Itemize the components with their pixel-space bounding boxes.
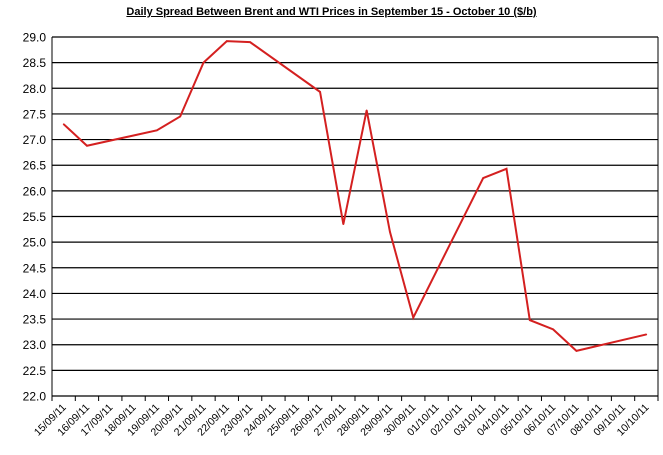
data-point <box>156 129 158 132</box>
y-tick-label: 23.0 <box>23 338 47 352</box>
data-point <box>482 177 484 179</box>
y-tick-label: 24.0 <box>23 287 47 301</box>
data-point <box>552 328 554 331</box>
data-point <box>529 319 531 321</box>
y-tick-label: 26.0 <box>23 184 47 198</box>
y-tick-label: 26.5 <box>23 159 47 173</box>
y-tick-label: 27.0 <box>23 133 47 147</box>
series-line <box>62 40 647 352</box>
data-point <box>645 333 648 336</box>
y-tick-label: 29.0 <box>23 31 47 45</box>
data-point <box>342 223 345 225</box>
data-point <box>389 231 391 233</box>
data-point <box>412 316 415 319</box>
y-tick-label: 22.5 <box>23 364 47 378</box>
y-tick-label: 23.5 <box>23 313 47 327</box>
data-point <box>202 61 205 64</box>
data-point <box>505 168 508 170</box>
y-tick-label: 24.5 <box>23 261 47 275</box>
data-point <box>575 350 578 352</box>
y-tick-label: 28.5 <box>23 56 47 70</box>
data-point <box>226 40 228 42</box>
y-tick-label: 22.0 <box>23 390 47 404</box>
data-point <box>365 109 368 112</box>
data-point <box>86 144 88 147</box>
data-point <box>249 41 251 43</box>
chart-title: Daily Spread Between Brent and WTI Price… <box>126 6 537 18</box>
data-point <box>62 123 65 125</box>
y-tick-label: 27.5 <box>23 107 47 121</box>
data-point <box>179 115 181 118</box>
y-tick-label: 25.0 <box>23 236 47 250</box>
y-tick-label: 25.5 <box>23 210 47 224</box>
y-tick-label: 28.0 <box>23 82 47 96</box>
data-point <box>319 91 321 93</box>
